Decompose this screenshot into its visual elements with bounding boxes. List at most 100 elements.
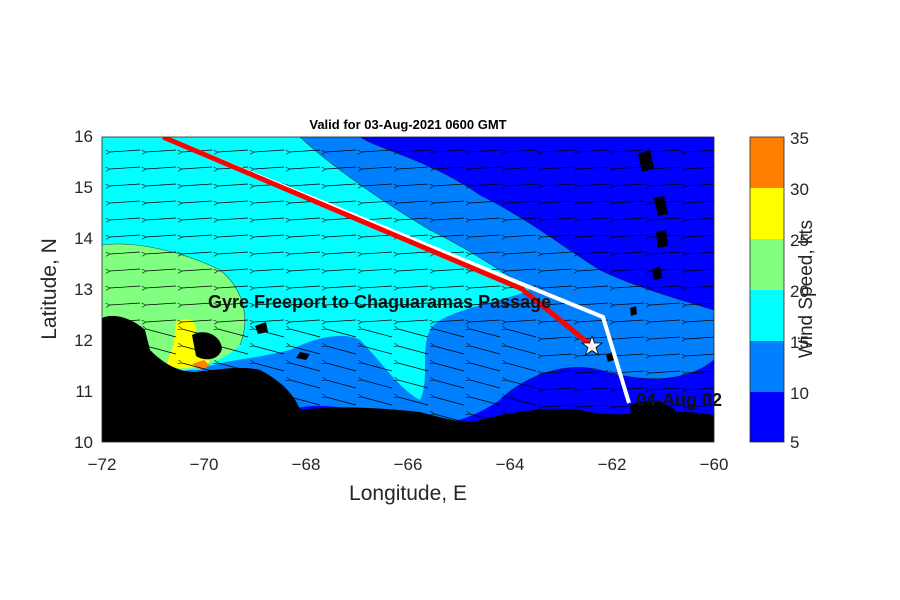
wind-arrow [362,319,393,322]
wind-arrow [398,149,429,152]
wind-arrow [542,353,573,356]
wind-arrow [506,302,537,305]
wind-arrow [650,285,681,288]
wind-arrow [434,319,465,322]
colorbar-tick-label: 10 [790,384,809,403]
wind-arrow [326,431,357,440]
wind-arrow [650,166,681,169]
wind-arrow [434,217,465,220]
wind-arrow [218,302,249,305]
wind-arrow [110,217,141,220]
wind-arrow [398,183,429,186]
wind-arrow [218,285,249,288]
wind-arrow [650,336,681,339]
wind-arrow [614,149,645,152]
wind-arrow [362,363,393,372]
wind-arrow [218,363,249,372]
wind-arrow [578,166,609,169]
wind-arrow [110,397,141,406]
wind-arrow [686,404,714,407]
land-guadeloupe [638,150,654,172]
wind-arrow [182,183,213,186]
wind-arrow [542,183,573,186]
wind-arrow [290,166,321,169]
wind-arrow [254,166,285,169]
wind-arrow [434,149,465,152]
wind-arrow [254,414,285,423]
wind-arrow [542,421,573,424]
wind-arrow [182,363,213,372]
wind-arrow [146,397,177,406]
wind-arrow [578,353,609,356]
x-axis: −72 −70 −68 −66 −64 −62 −60 [88,455,729,474]
colorbar-frame [749,136,785,443]
wind-arrow [326,149,357,152]
wind-arrow [650,251,681,254]
wind-arrow [398,431,429,440]
wind-arrow [146,319,177,322]
wind-arrow [506,431,537,440]
wind-arrow [650,302,681,305]
wind-arrow [470,234,501,237]
wind-arrow [506,329,537,338]
wind-arrow [578,183,609,186]
land-south-american-coast [102,315,714,442]
wind-arrow [362,346,393,355]
wind-arrow [110,200,141,203]
wind-arrow [398,166,429,169]
wind-arrow [506,217,537,220]
wind-arrow [254,431,285,440]
wind-arrow [290,285,321,288]
wind-arrow [686,370,714,373]
wind-arrow [110,166,141,169]
y-tick-label: 13 [74,280,93,299]
wind-arrow [326,166,357,169]
wind-arrow [290,217,321,220]
wind-arrow [182,251,213,254]
wind-arrow [254,346,285,355]
wind-arrow [290,268,321,271]
wind-arrow [578,404,609,407]
land-curacao [296,352,310,360]
wind-arrow [686,438,714,441]
wind-arrow [470,285,501,288]
wind-arrow [398,397,429,406]
wind-arrow [110,319,141,322]
wind-arrow [290,234,321,237]
wind-arrow [254,329,285,338]
wind-arrow [254,397,285,406]
wind-arrow [578,217,609,220]
wind-arrow [542,251,573,254]
wind-arrow [470,166,501,169]
wind-arrow [398,285,429,288]
wind-arrow [146,414,177,423]
wind-arrow [470,431,501,440]
colorbar-band-30-35 [750,137,784,188]
wind-arrow [434,380,465,389]
wind-arrow [110,268,141,271]
land-martinique [656,230,668,248]
wind-arrow [362,234,393,237]
wind-arrow [182,200,213,203]
wind-arrow [218,397,249,406]
wind-arrow [470,251,501,254]
wind-arrow [434,183,465,186]
wind-arrow [434,414,465,423]
wind-arrow [254,363,285,372]
wind-arrow [290,363,321,372]
wind-arrow [650,268,681,271]
wind-arrow [110,149,141,152]
wind-arrow [290,431,321,440]
x-tick-label: −70 [190,455,219,474]
wind-arrow [146,329,177,338]
wind-arrow [578,387,609,390]
x-tick-label: −62 [598,455,627,474]
wind-arrow [686,217,714,220]
colorbar-band-5-10 [750,392,784,442]
wind-arrow [326,285,357,288]
colorbar-band-10-15 [750,341,784,392]
wind-arrow [434,166,465,169]
wind-arrow [506,149,537,152]
wind-arrow [218,431,249,440]
wind-arrow [650,370,681,373]
